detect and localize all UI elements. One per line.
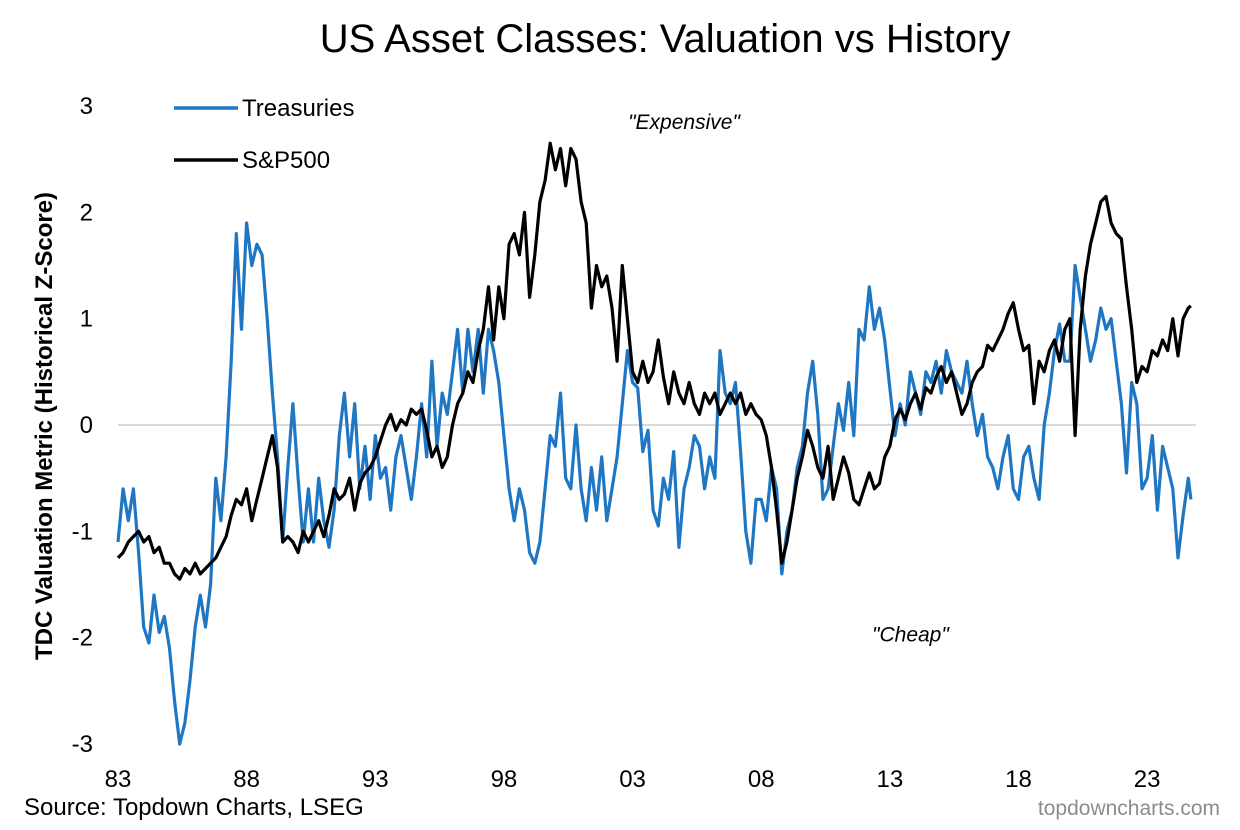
series-line-treasuries	[116, 221, 1193, 746]
annotations: "Expensive" "Cheap"	[628, 111, 950, 647]
series-lines	[116, 141, 1193, 746]
x-tick-label: 93	[362, 766, 389, 793]
y-tick-label: 1	[80, 306, 93, 333]
x-tick-label: 13	[876, 766, 903, 793]
source-note: Source: Topdown Charts, LSEG	[24, 794, 364, 821]
x-tick-labels: 83 88 93 98 03 08 13 18 23	[105, 766, 1161, 793]
x-tick-label: 23	[1134, 766, 1161, 793]
legend-label: Treasuries	[242, 95, 354, 122]
watermark: topdowncharts.com	[1038, 797, 1220, 820]
x-tick-label: 83	[105, 766, 132, 793]
series-line-sp500	[116, 141, 1192, 581]
chart-title: US Asset Classes: Valuation vs History	[320, 17, 1011, 61]
y-tick-labels: -3 -2 -1 0 1 2 3	[72, 93, 93, 758]
x-tick-label: 03	[619, 766, 646, 793]
x-tick-label: 18	[1005, 766, 1032, 793]
y-axis-label: TDC Valuation Metric (Historical Z-Score…	[31, 192, 58, 660]
y-tick-label: 2	[80, 199, 93, 226]
x-tick-label: 98	[491, 766, 518, 793]
y-tick-label: -2	[72, 625, 93, 652]
y-tick-label: -3	[72, 731, 93, 758]
x-tick-label: 08	[748, 766, 775, 793]
y-tick-label: 0	[80, 412, 93, 439]
annotation-label: "Cheap"	[872, 623, 950, 646]
annotation-label: "Expensive"	[628, 111, 741, 134]
y-tick-label: 3	[80, 93, 93, 120]
legend: Treasuries S&P500	[174, 95, 354, 174]
x-tick-label: 88	[233, 766, 260, 793]
legend-label: S&P500	[242, 147, 330, 174]
y-tick-label: -1	[72, 518, 93, 545]
y-axis-label-group: TDC Valuation Metric (Historical Z-Score…	[31, 192, 58, 660]
